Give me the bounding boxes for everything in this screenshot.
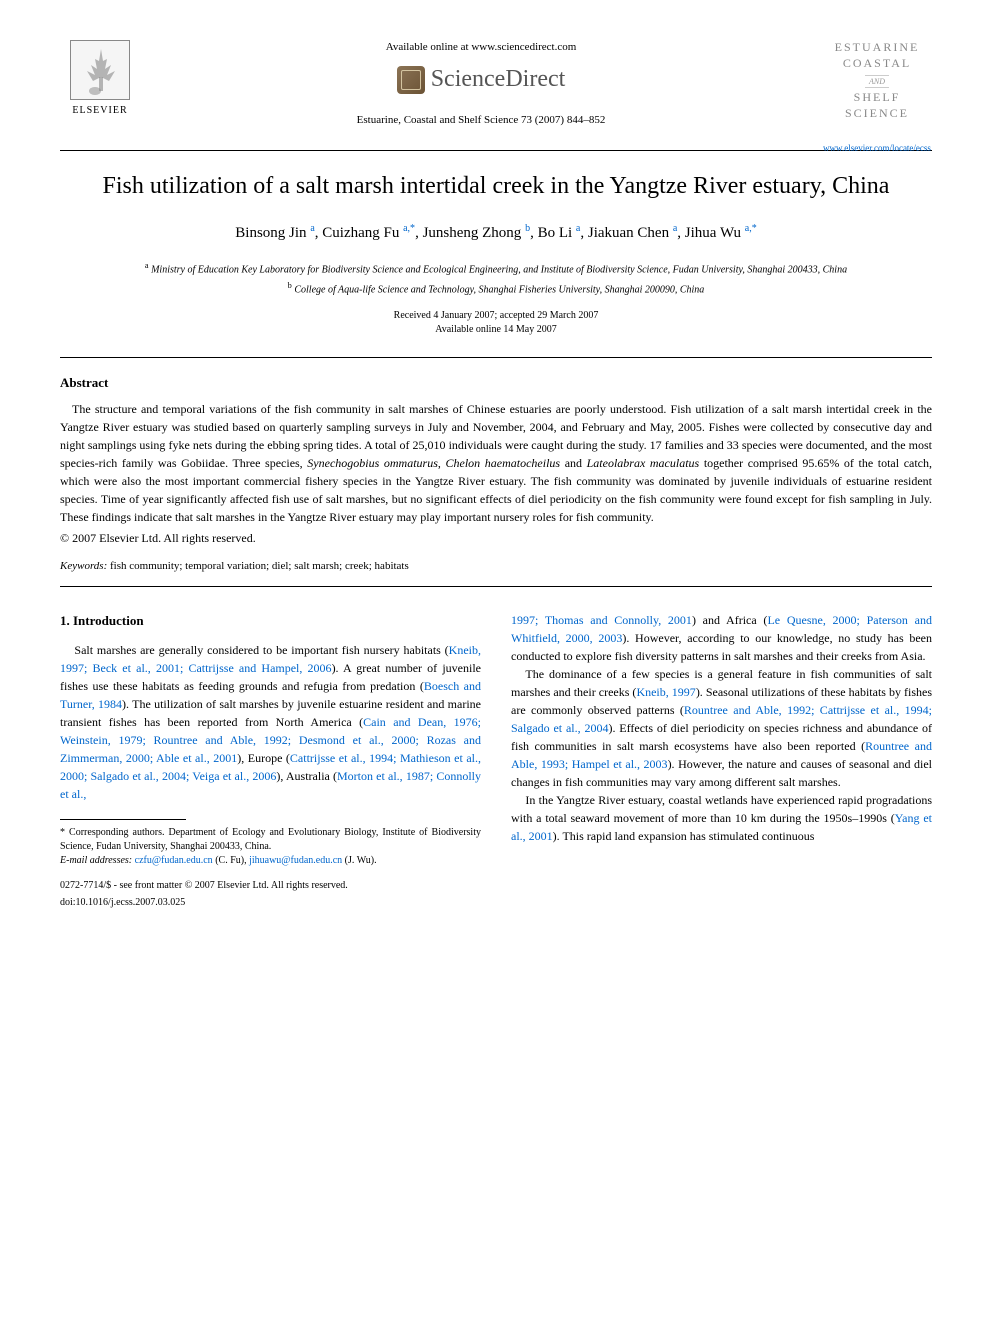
intro-paragraph-1-cont: 1997; Thomas and Connolly, 2001) and Afr… — [511, 611, 932, 665]
corresponding-footnote: * Corresponding authors. Department of E… — [60, 826, 481, 854]
abstract-heading: Abstract — [60, 374, 932, 392]
header-row: ELSEVIER Available online at www.science… — [60, 40, 932, 140]
citation-link[interactable]: Kneib, 1997 — [636, 685, 695, 699]
email-link-1[interactable]: czfu@fudan.edu.cn — [135, 855, 213, 866]
journal-cover: ESTUARINE COASTAL AND SHELF SCIENCE www.… — [822, 40, 932, 140]
abstract-top-rule — [60, 357, 932, 358]
intro-paragraph-2: The dominance of a few species is a gene… — [511, 665, 932, 791]
received-date: Received 4 January 2007; accepted 29 Mar… — [60, 309, 932, 323]
article-page: ELSEVIER Available online at www.science… — [0, 0, 992, 950]
abstract-text: The structure and temporal variations of… — [60, 400, 932, 526]
sciencedirect-logo[interactable]: ScienceDirect — [160, 63, 802, 97]
header-rule — [60, 150, 932, 151]
affiliation: b College of Aqua-life Science and Techn… — [60, 280, 932, 297]
section-heading-intro: 1. Introduction — [60, 611, 481, 631]
citation-link[interactable]: Boesch and Turner, 1984 — [60, 679, 481, 711]
keywords-text: fish community; temporal variation; diel… — [107, 560, 409, 572]
journal-url-link[interactable]: www.elsevier.com/locate/ecss — [822, 142, 932, 155]
affiliations: a Ministry of Education Key Laboratory f… — [60, 260, 932, 297]
email-link-2[interactable]: jihuawu@fudan.edu.cn — [249, 855, 342, 866]
journal-cover-line2: COASTAL — [822, 56, 932, 72]
email-label: E-mail addresses: — [60, 855, 132, 866]
citation-link[interactable]: Yang et al., 2001 — [511, 811, 932, 843]
abstract-bottom-rule — [60, 586, 932, 587]
keywords-label: Keywords: — [60, 560, 107, 572]
journal-cover-line3: SHELF SCIENCE — [822, 90, 932, 121]
column-left: 1. Introduction Salt marshes are general… — [60, 611, 481, 910]
footer-doi: doi:10.1016/j.ecss.2007.03.025 — [60, 895, 481, 910]
elsevier-label: ELSEVIER — [72, 104, 127, 118]
available-online-text: Available online at www.sciencedirect.co… — [160, 40, 802, 55]
affiliation: a Ministry of Education Key Laboratory f… — [60, 260, 932, 277]
article-title: Fish utilization of a salt marsh interti… — [100, 171, 892, 202]
sciencedirect-text: ScienceDirect — [431, 63, 566, 97]
email-footnote: E-mail addresses: czfu@fudan.edu.cn (C. … — [60, 854, 481, 868]
citation-link[interactable]: Rountree and Able, 1993; Hampel et al., … — [511, 739, 932, 771]
citation-link[interactable]: Kneib, 1997; Beck et al., 2001; Cattrijs… — [60, 643, 481, 675]
intro-paragraph-1: Salt marshes are generally considered to… — [60, 641, 481, 803]
center-header: Available online at www.sciencedirect.co… — [140, 40, 822, 128]
footnote-separator — [60, 819, 186, 820]
journal-reference: Estuarine, Coastal and Shelf Science 73 … — [160, 113, 802, 128]
citation-link[interactable]: Rountree and Able, 1992; Cattrijsse et a… — [511, 703, 932, 735]
available-date: Available online 14 May 2007 — [60, 323, 932, 337]
email-name-2: (J. Wu). — [345, 855, 377, 866]
elsevier-tree-icon — [70, 40, 130, 100]
footer-row: 0272-7714/$ - see front matter © 2007 El… — [60, 878, 481, 910]
keywords-line: Keywords: fish community; temporal varia… — [60, 559, 932, 574]
journal-cover-line1: ESTUARINE — [822, 40, 932, 56]
elsevier-logo: ELSEVIER — [60, 40, 140, 130]
body-columns: 1. Introduction Salt marshes are general… — [60, 611, 932, 910]
intro-paragraph-3: In the Yangtze River estuary, coastal we… — [511, 791, 932, 845]
sciencedirect-icon — [397, 66, 425, 94]
article-dates: Received 4 January 2007; accepted 29 Mar… — [60, 309, 932, 337]
authors-line: Binsong Jin a, Cuizhang Fu a,*, Junsheng… — [60, 222, 932, 244]
journal-cover-and: AND — [865, 75, 889, 88]
column-right: 1997; Thomas and Connolly, 2001) and Afr… — [511, 611, 932, 910]
email-name-1: (C. Fu), — [213, 855, 249, 866]
footer-front-matter: 0272-7714/$ - see front matter © 2007 El… — [60, 878, 481, 893]
citation-link[interactable]: 1997; Thomas and Connolly, 2001 — [511, 613, 692, 627]
abstract-copyright: © 2007 Elsevier Ltd. All rights reserved… — [60, 530, 932, 547]
